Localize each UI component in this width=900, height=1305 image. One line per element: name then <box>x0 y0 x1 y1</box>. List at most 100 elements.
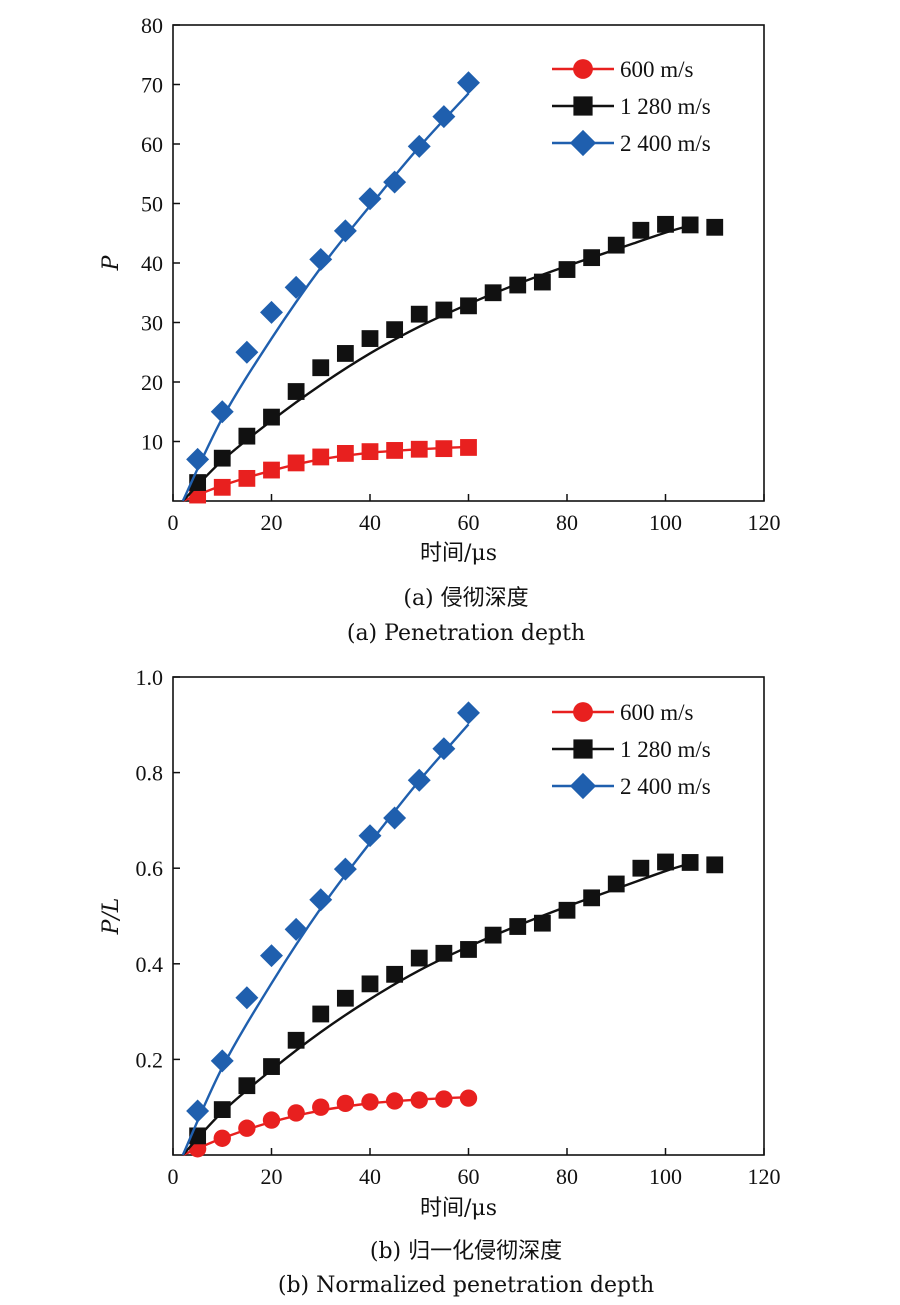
data-point <box>361 330 379 347</box>
x-tick-label: 100 <box>649 510 682 535</box>
data-point <box>657 215 674 233</box>
data-point <box>386 321 404 339</box>
data-point <box>361 443 379 461</box>
data-point <box>263 461 280 479</box>
data-point <box>460 297 477 315</box>
legend-entry: 600 m/s <box>552 57 694 82</box>
fit-curve <box>181 92 470 502</box>
x-axis-label: 时间/μs <box>420 1196 497 1221</box>
x-tick-label: 0 <box>168 1164 179 1189</box>
data-point <box>558 261 576 278</box>
x-tick-label: 60 <box>458 510 480 535</box>
x-tick-label: 0 <box>168 510 179 535</box>
x-tick-label: 20 <box>261 1164 283 1189</box>
data-point <box>312 1005 330 1023</box>
y-tick-label: 20 <box>141 370 163 395</box>
data-point <box>386 442 404 459</box>
data-point <box>336 445 354 462</box>
caption-en: (b) Normalized penetration depth <box>278 1273 654 1298</box>
y-tick-label: 1.0 <box>136 665 164 690</box>
legend-entry: 1 280 m/s <box>552 737 711 762</box>
data-point <box>284 917 308 941</box>
data-point <box>213 449 231 467</box>
y-tick-label: 50 <box>141 192 163 217</box>
x-axis-label: 时间/μs <box>420 541 497 566</box>
data-point <box>309 888 333 912</box>
data-point <box>681 854 699 871</box>
data-point <box>407 768 431 792</box>
y-tick-label: 80 <box>141 13 163 38</box>
x-tick-label: 20 <box>261 510 283 535</box>
legend-marker <box>573 702 593 722</box>
series-0 <box>182 439 477 504</box>
legend-label: 1 280 m/s <box>620 94 711 119</box>
legend-label: 1 280 m/s <box>620 737 711 762</box>
data-point <box>186 447 210 471</box>
data-point <box>410 305 428 323</box>
legend-entry: 600 m/s <box>552 700 694 725</box>
data-point <box>435 440 453 458</box>
data-point <box>386 965 404 983</box>
data-point <box>210 1049 234 1073</box>
data-point <box>238 469 256 487</box>
y-tick-label: 30 <box>141 311 163 336</box>
data-point <box>238 1077 256 1095</box>
data-point <box>333 857 357 881</box>
data-point <box>309 247 333 271</box>
x-tick-label: 80 <box>556 510 578 535</box>
legend-entry: 1 280 m/s <box>552 94 711 119</box>
caption-cn: (a) 侵彻深度 <box>403 586 528 611</box>
data-point <box>336 989 354 1007</box>
data-point <box>358 187 382 211</box>
data-point <box>460 941 477 958</box>
y-axis-label: P/L <box>99 898 124 936</box>
data-point <box>287 454 305 472</box>
data-point <box>361 1093 379 1111</box>
data-point <box>632 859 650 877</box>
data-point <box>706 218 724 236</box>
data-point <box>263 408 280 426</box>
data-point <box>358 824 382 848</box>
data-point <box>484 284 502 302</box>
data-point <box>407 134 431 158</box>
data-point <box>410 1091 428 1109</box>
panel-b: 0 20 40 60 80 100 120 0.2 0.4 0.6 0.8 1.0 时间/μs P/L (b… <box>99 665 781 1298</box>
y-tick-label: 60 <box>141 132 163 157</box>
data-point <box>681 216 699 234</box>
data-point <box>312 359 330 377</box>
series-2 <box>181 701 480 1156</box>
data-point <box>213 1101 231 1118</box>
data-point <box>383 806 407 830</box>
data-point <box>432 105 456 129</box>
data-point <box>657 853 674 871</box>
y-tick-label: 0.2 <box>136 1047 164 1072</box>
data-point <box>410 949 428 967</box>
legend-marker <box>573 739 593 759</box>
legend-marker <box>573 59 593 79</box>
x-tick-label: 100 <box>649 1164 682 1189</box>
data-point <box>287 1031 305 1049</box>
data-point <box>435 301 453 319</box>
data-point <box>186 1099 210 1123</box>
series-1 <box>181 853 724 1156</box>
data-point <box>260 944 283 968</box>
fit-curve <box>181 862 691 1156</box>
fit-curve <box>181 224 691 502</box>
legend-marker <box>569 772 597 800</box>
data-point <box>238 427 256 445</box>
data-point <box>457 701 480 725</box>
data-point <box>287 1104 305 1122</box>
data-point <box>484 926 502 944</box>
legend-label: 600 m/s <box>620 700 694 725</box>
fit-curve <box>181 723 470 1156</box>
data-point <box>213 478 231 496</box>
data-point <box>238 1119 256 1137</box>
data-point <box>459 1089 478 1107</box>
legend-entry: 2 400 m/s <box>552 129 711 157</box>
data-point <box>260 300 283 324</box>
data-point <box>336 1094 355 1113</box>
data-point <box>263 1058 280 1075</box>
data-point <box>336 345 354 362</box>
x-tick-label: 40 <box>359 510 381 535</box>
